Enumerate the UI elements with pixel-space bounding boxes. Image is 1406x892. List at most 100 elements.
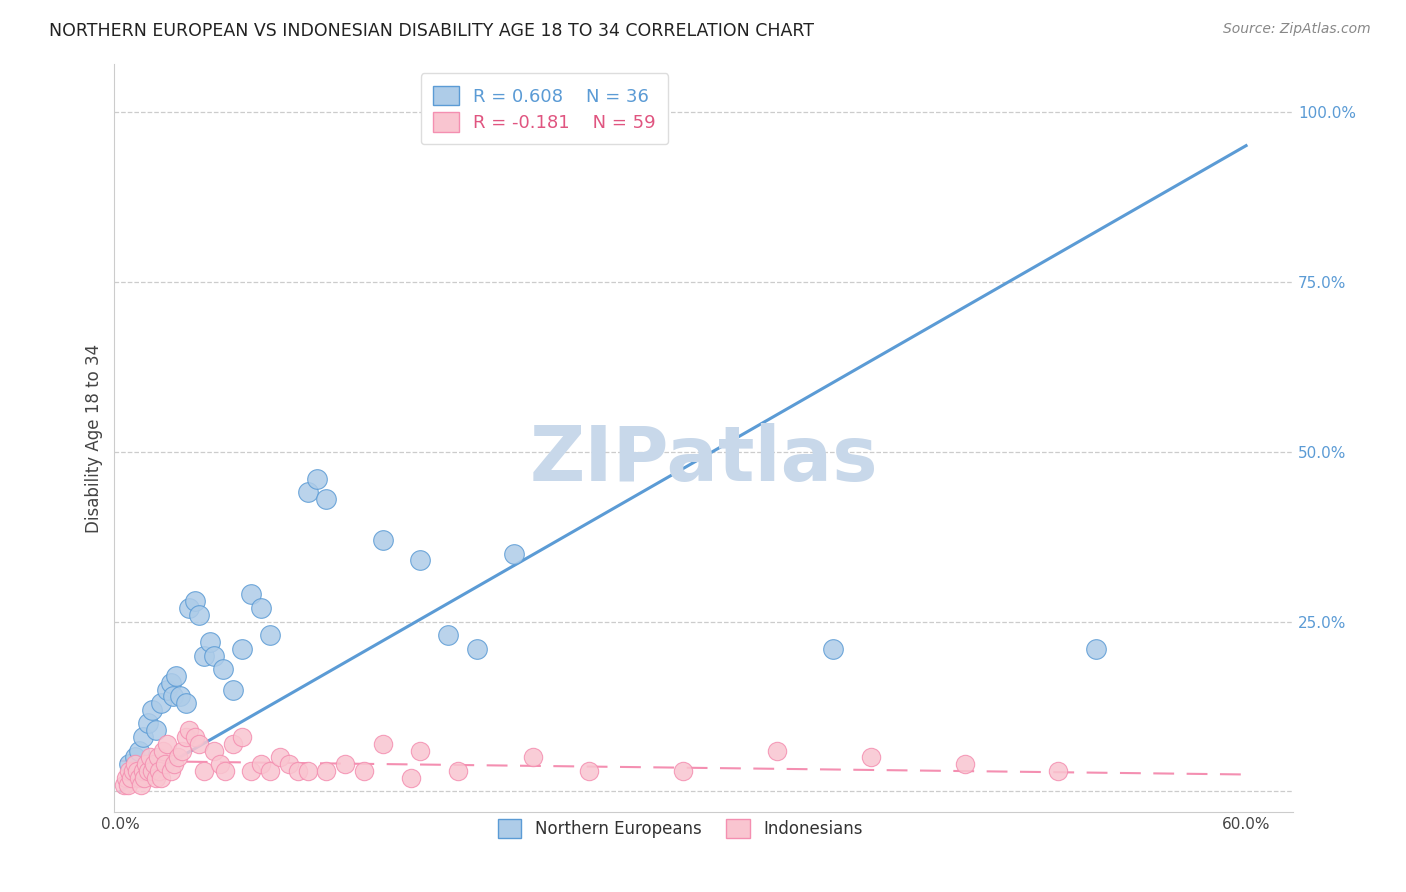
Point (578, 764, 600, 778)
Point (353, 764, 375, 778)
Point (221, 682, 243, 697)
Point (118, 757, 141, 772)
Text: NORTHERN EUROPEAN VS INDONESIAN DISABILITY AGE 18 TO 34 CORRELATION CHART: NORTHERN EUROPEAN VS INDONESIAN DISABILI… (49, 22, 814, 40)
Point (153, 757, 176, 772)
Point (187, 607, 209, 622)
Point (141, 703, 163, 717)
Point (766, 744, 789, 758)
Point (169, 690, 191, 704)
Point (184, 594, 207, 608)
Point (297, 485, 319, 500)
Point (146, 750, 169, 764)
Text: ZIPatlas: ZIPatlas (530, 424, 877, 498)
Point (231, 641, 253, 656)
Point (307, 472, 329, 486)
Point (221, 737, 243, 751)
Point (409, 744, 432, 758)
Text: Source: ZipAtlas.com: Source: ZipAtlas.com (1223, 22, 1371, 37)
Point (297, 764, 319, 778)
Point (129, 778, 152, 792)
Point (135, 757, 157, 772)
Point (117, 778, 139, 792)
Point (672, 764, 695, 778)
Point (315, 492, 337, 507)
Point (159, 764, 181, 778)
Point (823, 641, 845, 656)
Point (399, 771, 422, 785)
Point (150, 771, 173, 785)
Point (128, 771, 150, 785)
Point (152, 744, 174, 758)
Point (148, 764, 170, 778)
Point (953, 757, 976, 772)
Point (503, 547, 526, 561)
Point (165, 669, 187, 683)
Point (136, 764, 159, 778)
Point (212, 662, 235, 676)
Point (287, 764, 309, 778)
Point (269, 750, 291, 764)
Legend: Northern Europeans, Indonesians: Northern Europeans, Indonesians (491, 813, 869, 845)
Point (118, 764, 141, 778)
Point (202, 648, 225, 663)
Point (371, 737, 394, 751)
Point (202, 744, 225, 758)
Point (139, 750, 162, 764)
Point (409, 553, 432, 567)
Point (179, 723, 201, 738)
Point (193, 764, 215, 778)
Point (231, 730, 253, 744)
Point (859, 750, 882, 764)
Point (259, 628, 281, 642)
Point (193, 648, 215, 663)
Point (184, 730, 207, 744)
Point (156, 737, 179, 751)
Point (141, 764, 163, 778)
Point (371, 533, 394, 547)
Point (124, 750, 146, 764)
Point (114, 771, 136, 785)
Point (249, 601, 271, 615)
Point (136, 716, 159, 731)
Point (150, 696, 173, 710)
Point (278, 757, 301, 772)
Point (335, 757, 357, 772)
Point (156, 682, 179, 697)
Point (174, 696, 197, 710)
Point (1047, 764, 1070, 778)
Point (162, 690, 184, 704)
Point (437, 628, 460, 642)
Point (159, 675, 181, 690)
Point (465, 641, 488, 656)
Point (145, 723, 167, 738)
Point (240, 587, 263, 601)
Point (145, 771, 167, 785)
Point (187, 737, 209, 751)
Point (167, 750, 190, 764)
Point (122, 764, 145, 778)
Point (315, 764, 337, 778)
Point (125, 764, 148, 778)
Point (142, 757, 165, 772)
Point (128, 744, 150, 758)
Point (447, 764, 470, 778)
Point (120, 771, 142, 785)
Point (198, 635, 221, 649)
Point (124, 757, 146, 772)
Point (1084, 641, 1107, 656)
Point (170, 744, 193, 758)
Point (131, 764, 153, 778)
Point (112, 778, 135, 792)
Point (163, 757, 186, 772)
Point (522, 750, 544, 764)
Point (174, 730, 197, 744)
Y-axis label: Disability Age 18 to 34: Disability Age 18 to 34 (86, 343, 103, 533)
Point (249, 757, 271, 772)
Point (179, 601, 201, 615)
Point (134, 771, 156, 785)
Point (214, 764, 236, 778)
Point (240, 764, 263, 778)
Point (208, 757, 231, 772)
Point (259, 764, 281, 778)
Point (131, 730, 153, 744)
